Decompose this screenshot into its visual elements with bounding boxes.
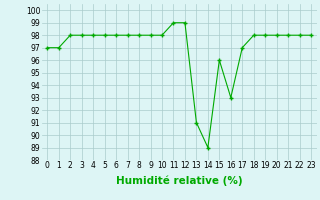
X-axis label: Humidité relative (%): Humidité relative (%) <box>116 176 243 186</box>
